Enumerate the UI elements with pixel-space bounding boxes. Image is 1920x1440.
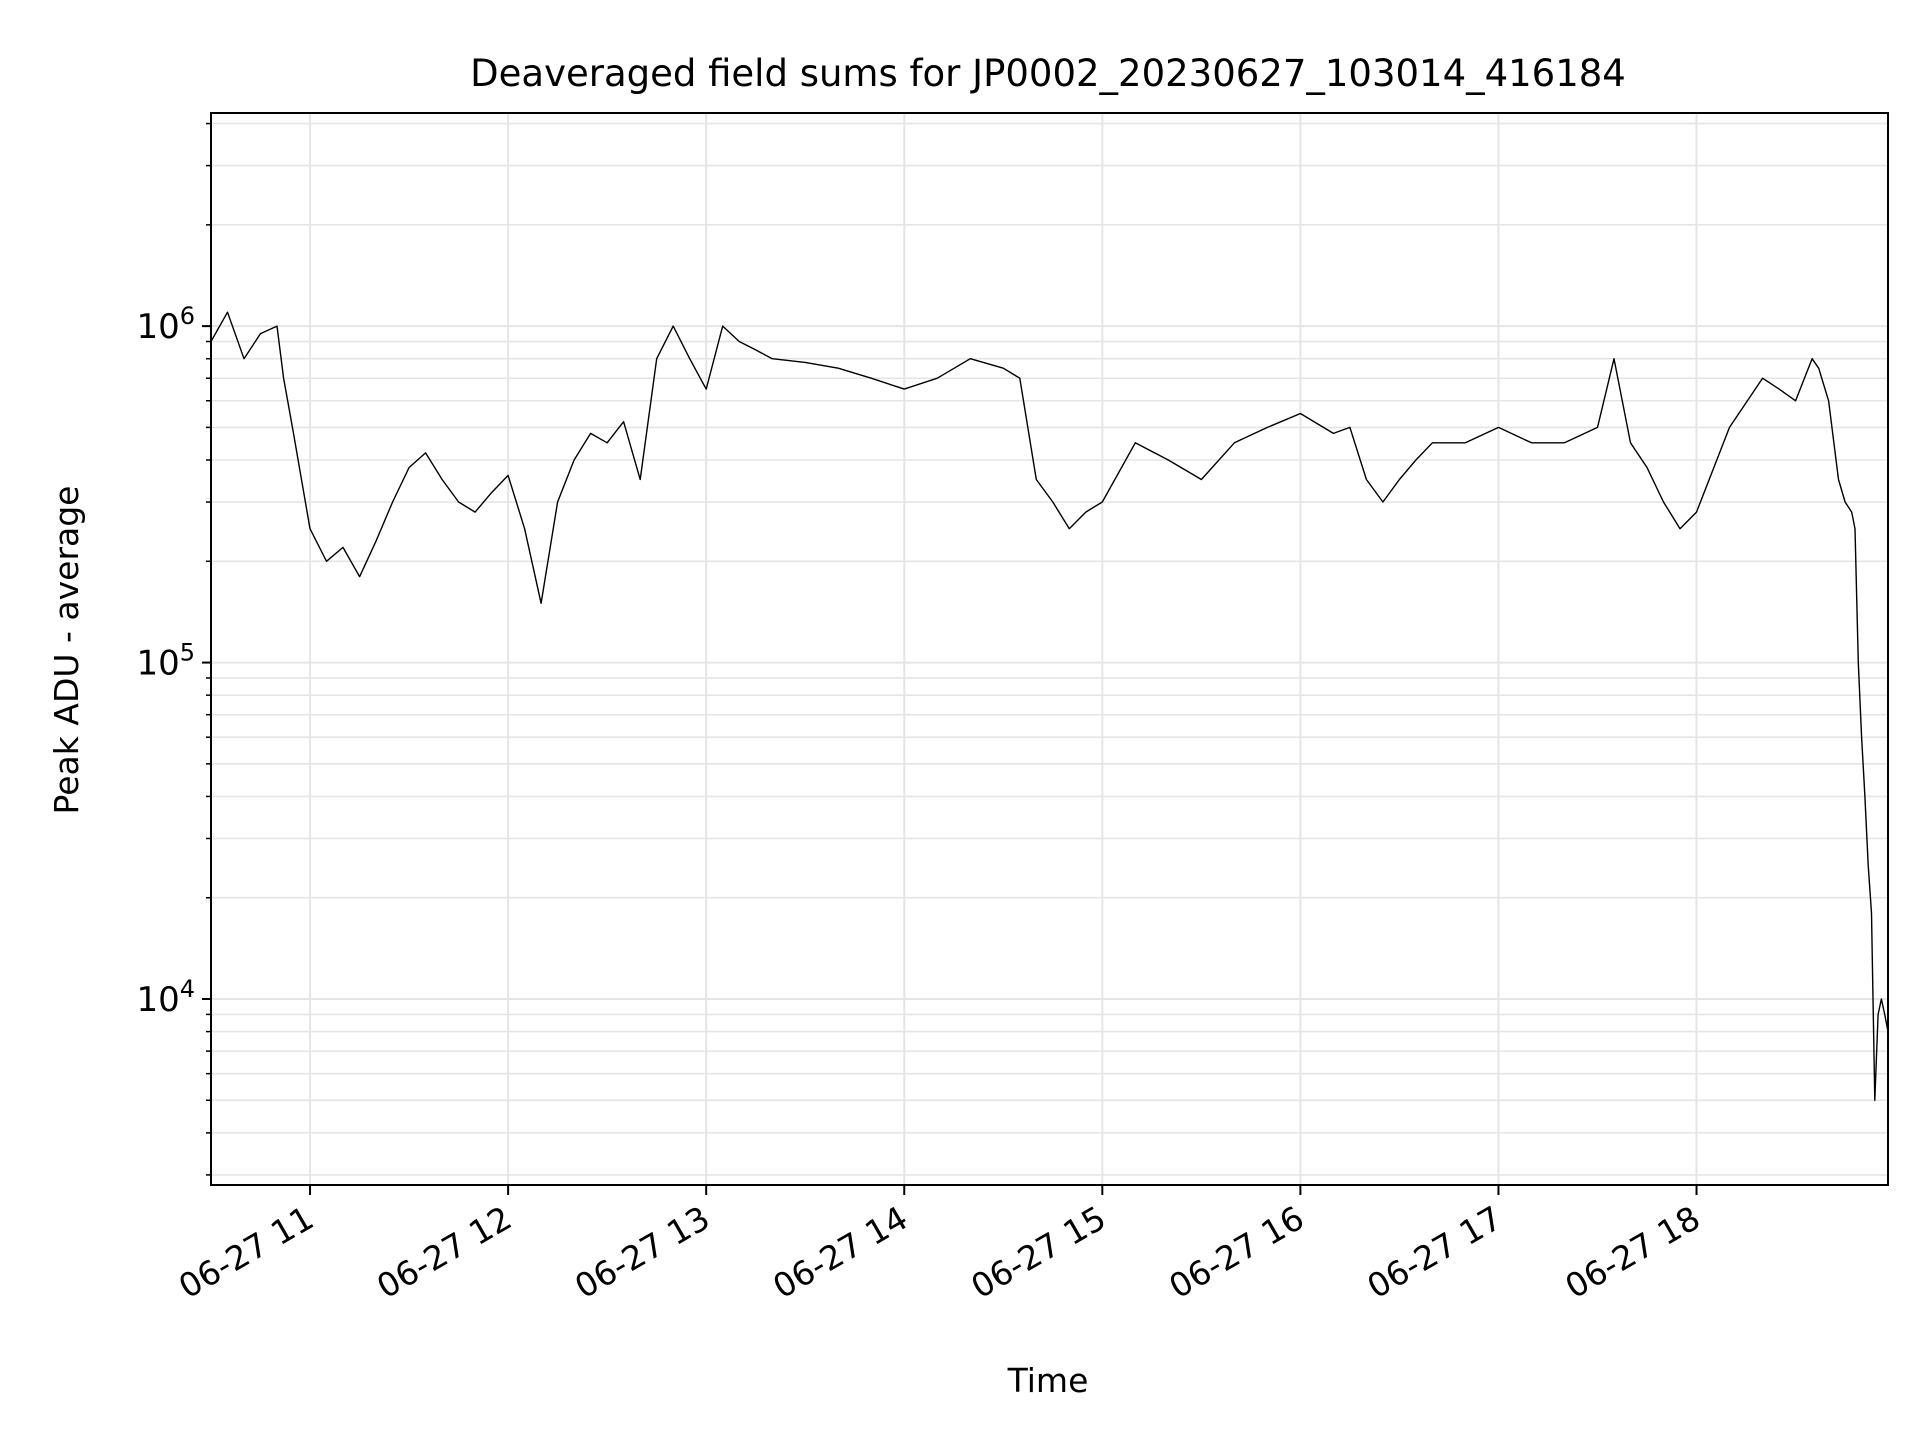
y-tick-label: 105 [136,639,195,684]
y-axis-label: Peak ADU - average [47,486,86,815]
x-tick-label: 06-27 18 [1559,1198,1707,1306]
x-tick-label: 06-27 11 [172,1198,320,1306]
x-tick-label: 06-27 16 [1162,1198,1310,1306]
x-tick-label: 06-27 17 [1360,1198,1508,1306]
y-axis: 104 105 106 [136,122,211,1176]
y-tick-label: 104 [136,975,195,1020]
x-axis: 06-27 11 06-27 12 06-27 13 06-27 14 06-27 15… [172,1185,1707,1306]
x-tick-label: 06-27 13 [568,1198,716,1306]
x-axis-label: Time [1007,1361,1089,1400]
plot-area-frame [210,112,1889,1186]
series-layer [210,311,1889,1102]
x-tick-label: 06-27 14 [766,1198,914,1306]
chart-title: Deaveraged field sums for JP0002_2023062… [470,52,1626,95]
series-line [210,311,1889,1102]
grid [211,113,1888,1185]
x-tick-label: 06-27 12 [370,1198,518,1306]
y-tick-label: 106 [136,302,195,347]
x-tick-label: 06-27 15 [964,1198,1112,1306]
